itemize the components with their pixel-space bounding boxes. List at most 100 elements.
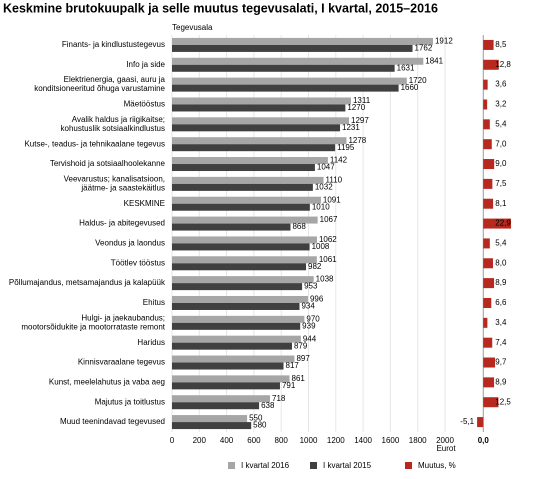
legend-swatch bbox=[310, 462, 317, 469]
value-label: 1278 bbox=[348, 136, 366, 145]
bar bbox=[172, 382, 280, 390]
x-tick-label: 2000 bbox=[436, 436, 454, 445]
value-label: 550 bbox=[249, 414, 263, 423]
value-label: 580 bbox=[253, 421, 267, 430]
value-label: 1091 bbox=[323, 195, 341, 204]
bar bbox=[172, 216, 318, 224]
value-label: 1010 bbox=[312, 202, 330, 211]
value-label: 934 bbox=[301, 302, 315, 311]
bar bbox=[172, 183, 313, 191]
bar bbox=[172, 84, 399, 92]
bar bbox=[172, 342, 292, 350]
bar bbox=[172, 164, 315, 172]
bar bbox=[172, 362, 284, 370]
value-label: 1841 bbox=[425, 56, 443, 65]
change-bar bbox=[483, 198, 494, 209]
bar bbox=[172, 137, 347, 145]
bar bbox=[172, 196, 321, 204]
bar bbox=[172, 243, 310, 251]
bar bbox=[172, 276, 314, 284]
value-label: 1038 bbox=[316, 275, 334, 284]
value-label: 1762 bbox=[415, 44, 433, 53]
bar bbox=[172, 124, 341, 132]
category-label: Mäetööstus bbox=[124, 100, 165, 109]
category-label: Finants- ja kindlustustegevus bbox=[62, 40, 165, 49]
change-label: 12,5 bbox=[495, 397, 511, 406]
change-bar bbox=[483, 258, 493, 269]
value-label: 1297 bbox=[351, 116, 369, 125]
change-bar bbox=[483, 297, 492, 308]
category-label: Haridus bbox=[137, 338, 165, 347]
x-tick-label: 200 bbox=[193, 436, 207, 445]
change-bar bbox=[483, 218, 512, 229]
bar bbox=[172, 223, 291, 231]
value-label: 1195 bbox=[337, 143, 355, 152]
x-tick-label: 1600 bbox=[382, 436, 400, 445]
bar bbox=[172, 236, 317, 244]
x-tick-label: 400 bbox=[220, 436, 234, 445]
category-label: Avalik haldus ja riigikaitse; kohustuslik… bbox=[61, 115, 166, 133]
category-label: Hulgi- ja jaekaubandus; mootorsõidukite j… bbox=[21, 313, 165, 331]
value-label: 879 bbox=[294, 341, 308, 350]
change-bar bbox=[483, 159, 495, 170]
bar bbox=[172, 355, 295, 363]
value-label: 1062 bbox=[319, 235, 337, 244]
change-bar bbox=[483, 59, 499, 70]
bar bbox=[172, 203, 310, 211]
bar bbox=[172, 117, 350, 125]
bar bbox=[172, 335, 301, 343]
x-tick-label: 1400 bbox=[354, 436, 372, 445]
bar bbox=[172, 322, 301, 330]
change-bar bbox=[483, 357, 496, 368]
change-label: 7,5 bbox=[495, 179, 507, 188]
bar bbox=[172, 77, 407, 85]
change-bar bbox=[483, 397, 499, 408]
change-label: 8,9 bbox=[495, 278, 507, 287]
category-label: Kunst, meelelahutus ja vaba aeg bbox=[49, 377, 165, 386]
category-label: Veevarustus; kanalisatsioon, jäätme- ja s… bbox=[64, 174, 165, 192]
bar bbox=[172, 64, 395, 72]
change-bar bbox=[483, 238, 490, 249]
legend-swatch bbox=[405, 462, 412, 469]
change-label: 7,4 bbox=[495, 338, 507, 347]
category-label: Veondus ja laondus bbox=[95, 239, 165, 248]
value-label: 1061 bbox=[319, 255, 337, 264]
bar bbox=[172, 315, 305, 323]
value-label: 939 bbox=[302, 321, 316, 330]
chart-title: Keskmine brutokuupalk ja selle muutus te… bbox=[3, 1, 438, 15]
category-label: Kutse-, teadus- ja tehnikaalane tegevus bbox=[24, 139, 165, 148]
bar bbox=[172, 375, 290, 383]
change-label: 9,7 bbox=[495, 358, 507, 367]
value-label: 1660 bbox=[401, 83, 419, 92]
change-bar bbox=[477, 417, 484, 428]
change-bar bbox=[483, 79, 488, 90]
bar bbox=[172, 415, 248, 423]
change-bar bbox=[483, 377, 495, 388]
value-label: 638 bbox=[261, 401, 275, 410]
category-label: Töötlev tööstus bbox=[111, 258, 165, 267]
x-tick-label: 1200 bbox=[327, 436, 345, 445]
change-label: 5,4 bbox=[495, 119, 507, 128]
value-label: 861 bbox=[292, 374, 306, 383]
category-label: KESKMINE bbox=[124, 199, 165, 208]
x-tick-label: 0 bbox=[170, 436, 175, 445]
change-bar bbox=[483, 39, 494, 50]
bar bbox=[172, 263, 307, 271]
value-label: 944 bbox=[303, 334, 317, 343]
change-bar bbox=[483, 178, 493, 189]
value-label: 868 bbox=[292, 222, 306, 231]
bar bbox=[172, 176, 324, 184]
bar bbox=[172, 422, 252, 430]
value-label: 1270 bbox=[347, 103, 365, 112]
change-bar bbox=[483, 119, 490, 130]
value-label: 718 bbox=[272, 394, 286, 403]
bar bbox=[172, 402, 260, 410]
value-label: 1912 bbox=[435, 37, 453, 46]
bar bbox=[172, 302, 300, 310]
category-label: Haldus- ja abitegevused bbox=[79, 219, 165, 228]
change-label: 8,5 bbox=[495, 40, 507, 49]
bar bbox=[172, 44, 413, 52]
bar bbox=[172, 57, 424, 65]
legend-label: I kvartal 2016 bbox=[241, 461, 290, 470]
change-bar bbox=[483, 99, 488, 110]
